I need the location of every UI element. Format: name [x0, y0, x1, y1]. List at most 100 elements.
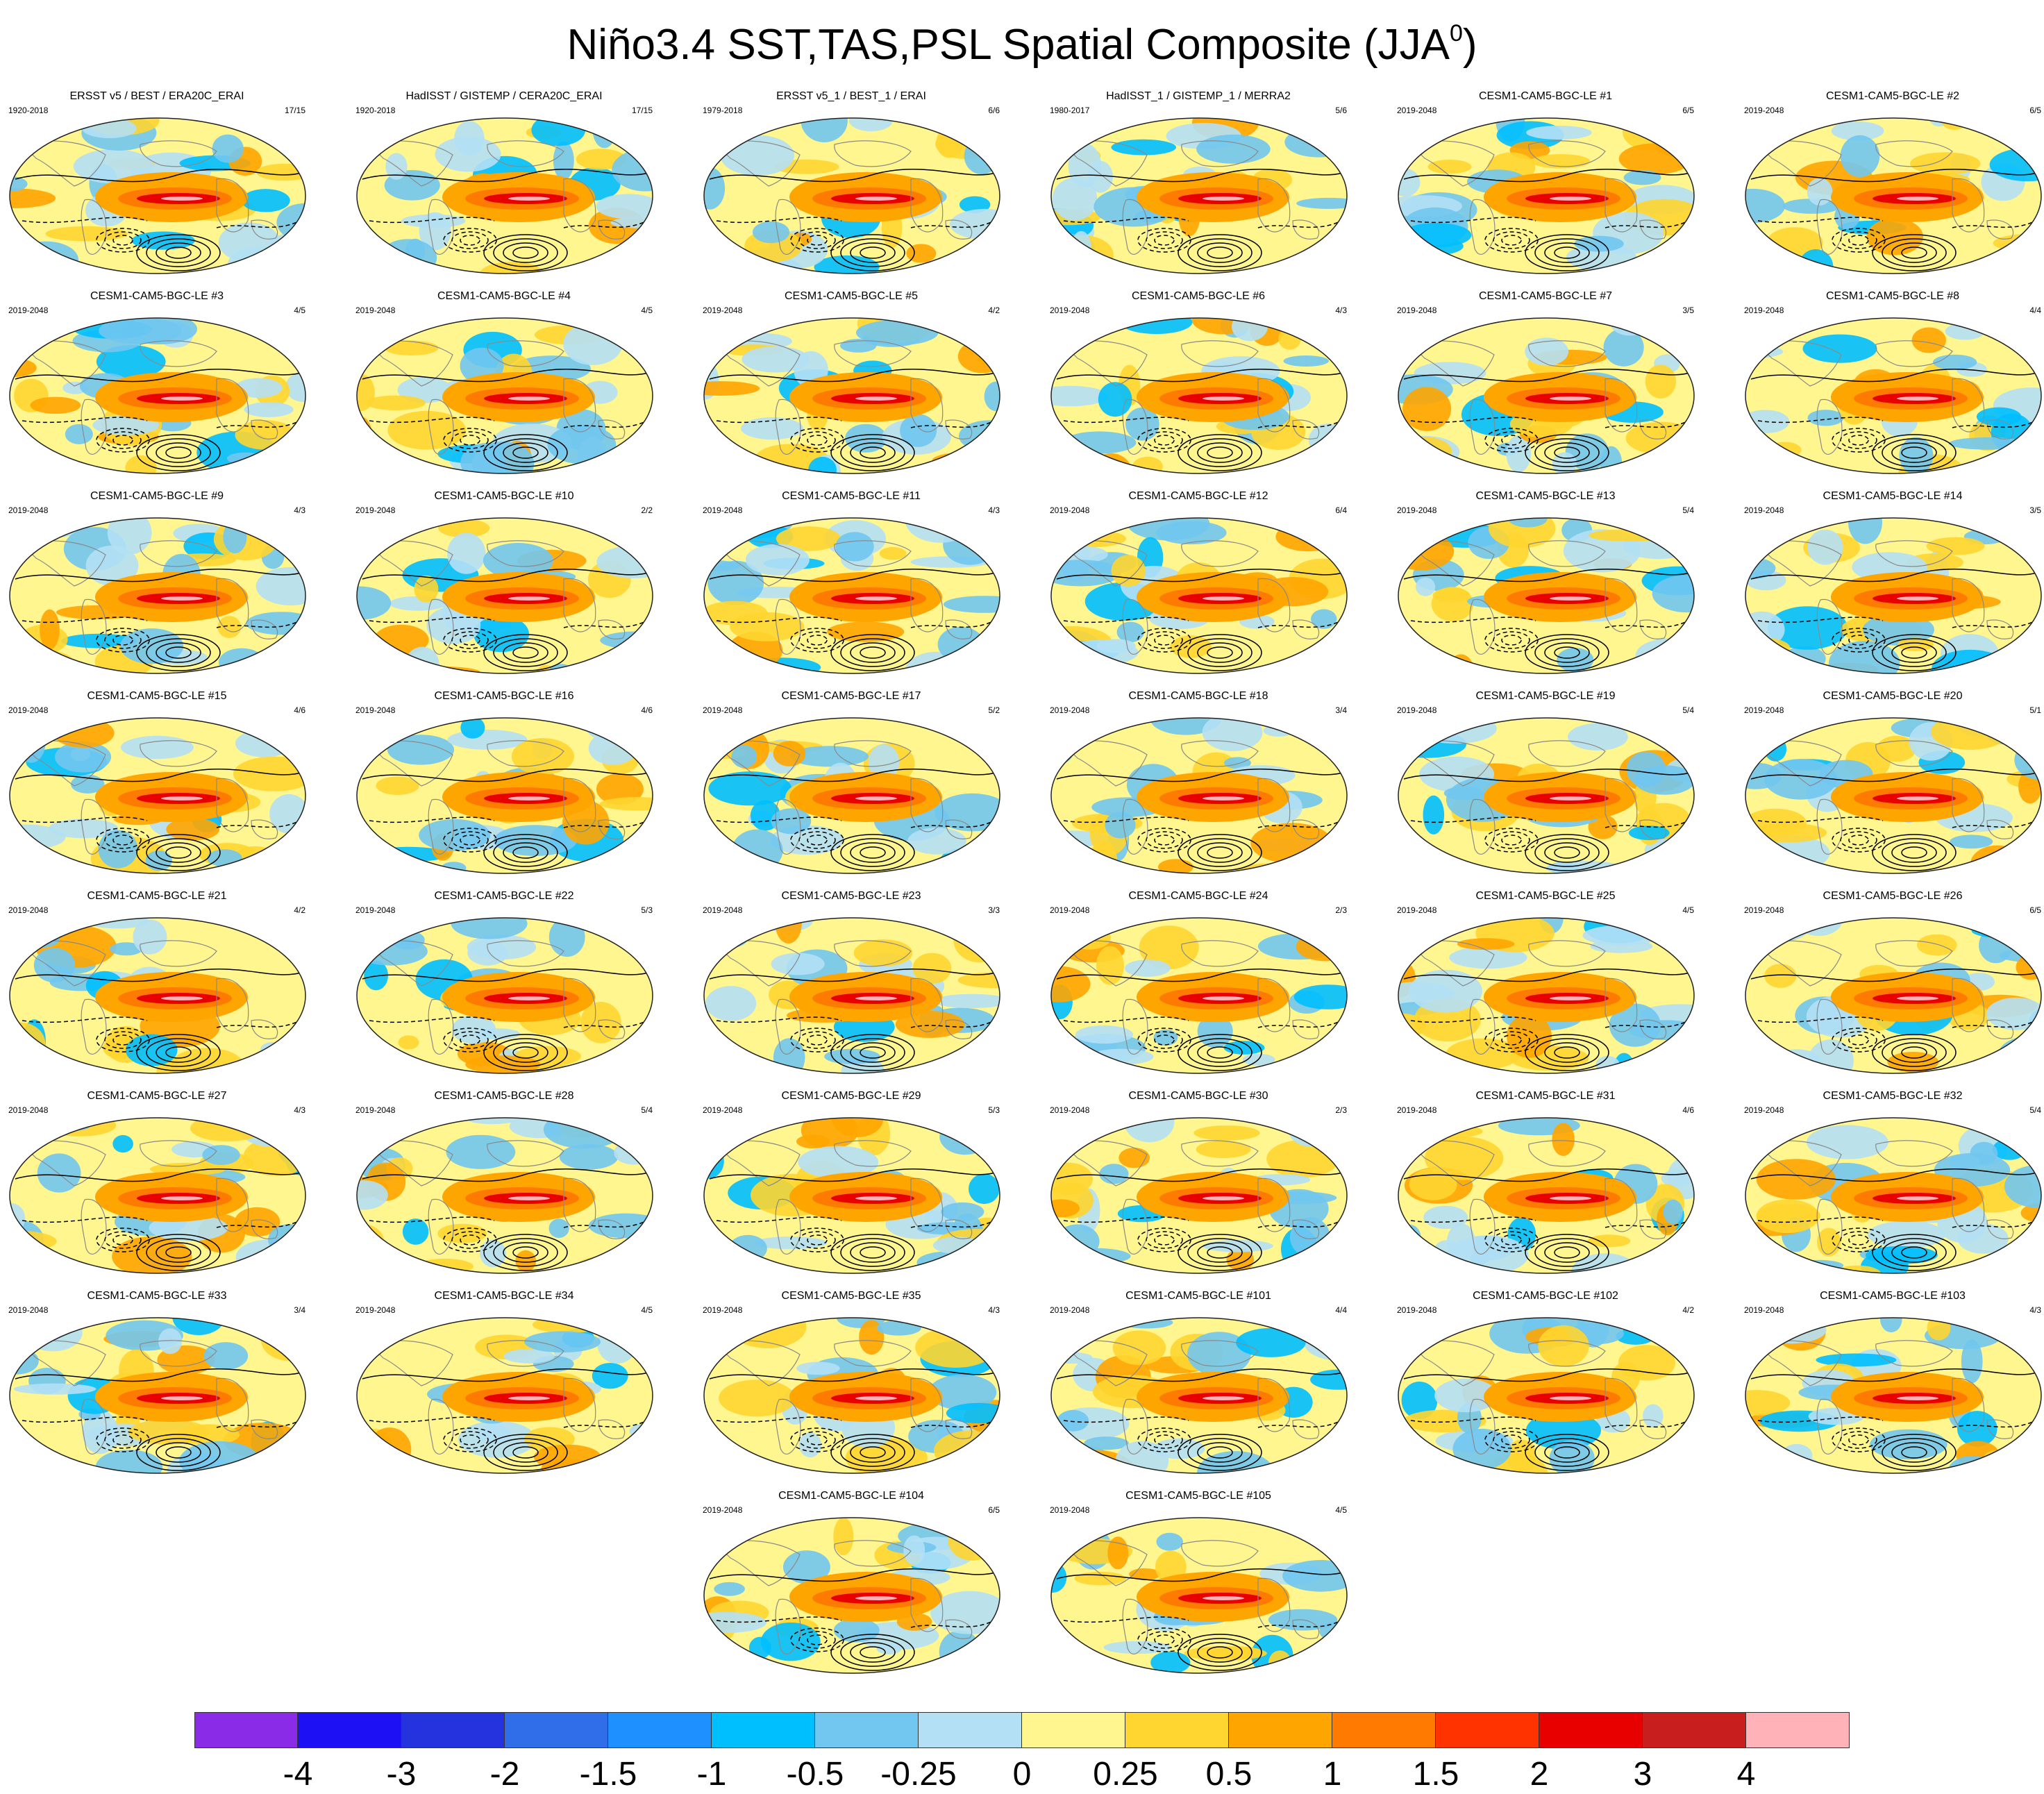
panel-event-count: 2/2: [641, 505, 653, 515]
panel-title: HadISST_1 / GISTEMP_1 / MERRA2: [1106, 90, 1291, 102]
panel-event-count: 6/5: [2029, 106, 2041, 115]
globe-map: [1745, 117, 2042, 274]
panel-years: 2019-2048: [1050, 505, 1090, 515]
panel-title: CESM1-CAM5-BGC-LE #101: [1125, 1290, 1271, 1302]
psl-contours: [1056, 1568, 1346, 1671]
sst-field: [357, 318, 653, 473]
panel-event-count: 4/5: [294, 305, 305, 315]
map-panel: CESM1-CAM5-BGC-LE #17 2019-2048 5/2: [698, 690, 1004, 878]
panel-years: 2019-2048: [355, 1105, 396, 1115]
map-panel: CESM1-CAM5-BGC-LE #35 2019-2048 4/3: [698, 1290, 1004, 1477]
sst-field: [1398, 918, 1694, 1073]
sst-field: [357, 918, 653, 1073]
map-panel: CESM1-CAM5-BGC-LE #33 2019-2048 3/4: [4, 1290, 310, 1477]
globe-map: [1745, 717, 2042, 874]
psl-contours: [709, 1568, 998, 1671]
panel-event-count: 17/15: [631, 106, 653, 115]
colorbar-tick-label: -1: [696, 1756, 727, 1793]
psl-contours: [709, 368, 998, 471]
panel-event-count: 3/5: [1682, 305, 1694, 315]
psl-contours: [1750, 1168, 2040, 1271]
map-panel: CESM1-CAM5-BGC-LE #30 2019-2048 2/3: [1046, 1090, 1351, 1277]
globe-map: [703, 717, 1000, 874]
globe-map: [1050, 317, 1348, 474]
sst-field: [1051, 118, 1347, 274]
panel-event-count: 4/2: [294, 905, 305, 915]
globe-map: [1745, 917, 2042, 1074]
psl-contours: [1056, 1168, 1346, 1271]
panel-title: CESM1-CAM5-BGC-LE #12: [1128, 490, 1268, 502]
panel-title: CESM1-CAM5-BGC-LE #26: [1823, 890, 1963, 902]
panel-years: 2019-2048: [8, 1305, 49, 1315]
panel-title: CESM1-CAM5-BGC-LE #18: [1128, 690, 1268, 702]
panel-years: 2019-2048: [1050, 305, 1090, 315]
sst-field: [704, 1118, 1000, 1273]
map-panel: HadISST_1 / GISTEMP_1 / MERRA2 1980-2017 5…: [1046, 90, 1351, 278]
psl-contours: [1403, 968, 1693, 1071]
panel-years: 2019-2048: [1744, 505, 1784, 515]
map-panel: CESM1-CAM5-BGC-LE #29 2019-2048 5/3: [698, 1090, 1004, 1277]
globe-map: [9, 917, 306, 1074]
colorbar-tick-label: 3: [1633, 1756, 1652, 1793]
panel-title: CESM1-CAM5-BGC-LE #21: [87, 890, 227, 902]
colorbar-box: [712, 1712, 815, 1748]
psl-contours: [1056, 1368, 1346, 1471]
colorbar-box: [505, 1712, 608, 1748]
colorbar-box: [1539, 1712, 1643, 1748]
map-panel: ERSST v5_1 / BEST_1 / ERAI 1979-2018 6/6: [698, 90, 1004, 278]
globe-map: [703, 517, 1000, 674]
panel-years: 2019-2048: [1744, 905, 1784, 915]
sst-field: [1745, 1118, 2041, 1273]
panel-years: 2019-2048: [355, 905, 396, 915]
sst-field: [1051, 1118, 1347, 1273]
panel-title: CESM1-CAM5-BGC-LE #23: [781, 890, 921, 902]
colorbar-tick-label: -0.5: [786, 1756, 844, 1793]
map-panel: CESM1-CAM5-BGC-LE #16 2019-2048 4/6: [351, 690, 657, 878]
panel-event-count: 2/3: [1335, 1105, 1347, 1115]
sst-field: [357, 1318, 653, 1473]
panel-years: 2019-2048: [1744, 705, 1784, 715]
panel-title: ERSST v5_1 / BEST_1 / ERAI: [776, 90, 926, 102]
colorbar-box: [919, 1712, 1022, 1748]
panel-title: CESM1-CAM5-BGC-LE #6: [1131, 290, 1266, 302]
panel-years: 2019-2048: [8, 705, 49, 715]
colorbar-tick-label: -2: [489, 1756, 520, 1793]
panel-title: CESM1-CAM5-BGC-LE #102: [1473, 1290, 1618, 1302]
panel-title: CESM1-CAM5-BGC-LE #22: [434, 890, 574, 902]
panel-event-count: 5/3: [988, 1105, 1000, 1115]
psl-contours: [1750, 368, 2040, 471]
colorbar-tick-label: -4: [283, 1756, 313, 1793]
globe-map: [1398, 717, 1695, 874]
colorbar-box: [815, 1712, 919, 1748]
map-panel: CESM1-CAM5-BGC-LE #102 2019-2048 4/2: [1393, 1290, 1698, 1477]
panel-title: CESM1-CAM5-BGC-LE #28: [434, 1090, 574, 1102]
panel-title: CESM1-CAM5-BGC-LE #13: [1475, 490, 1616, 502]
panel-years: 2019-2048: [703, 705, 743, 715]
colorbar-tick-label: -3: [386, 1756, 417, 1793]
map-panel: CESM1-CAM5-BGC-LE #7 2019-2048 3/5: [1393, 290, 1698, 478]
panel-event-count: 3/5: [2029, 505, 2041, 515]
panel-title: CESM1-CAM5-BGC-LE #2: [1825, 90, 1960, 102]
colorbar-box: [1436, 1712, 1539, 1748]
psl-contours: [362, 968, 651, 1071]
panel-title: CESM1-CAM5-BGC-LE #10: [434, 490, 574, 502]
map-panel: CESM1-CAM5-BGC-LE #22 2019-2048 5/3: [351, 890, 657, 1078]
panel-years: 1920-2018: [8, 106, 49, 115]
map-panel: CESM1-CAM5-BGC-LE #28 2019-2048 5/4: [351, 1090, 657, 1277]
colorbar-box: [194, 1712, 298, 1748]
globe-map: [9, 317, 306, 474]
globe-map: [1398, 1117, 1695, 1274]
panel-event-count: 4/3: [294, 1105, 305, 1115]
panel-title: CESM1-CAM5-BGC-LE #32: [1823, 1090, 1963, 1102]
panel-event-count: 5/2: [988, 705, 1000, 715]
panel-event-count: 4/4: [2029, 305, 2041, 315]
panel-years: 2019-2048: [1744, 106, 1784, 115]
panel-years: 2019-2048: [703, 1305, 743, 1315]
panel-title: HadISST / GISTEMP / CERA20C_ERAI: [405, 90, 603, 102]
map-panel: CESM1-CAM5-BGC-LE #19 2019-2048 5/4: [1393, 690, 1698, 878]
psl-contours: [15, 1368, 304, 1471]
panel-years: 2019-2048: [703, 305, 743, 315]
globe-map: [356, 1317, 653, 1474]
sst-field: [10, 918, 305, 1073]
panel-event-count: 4/5: [1335, 1505, 1347, 1515]
